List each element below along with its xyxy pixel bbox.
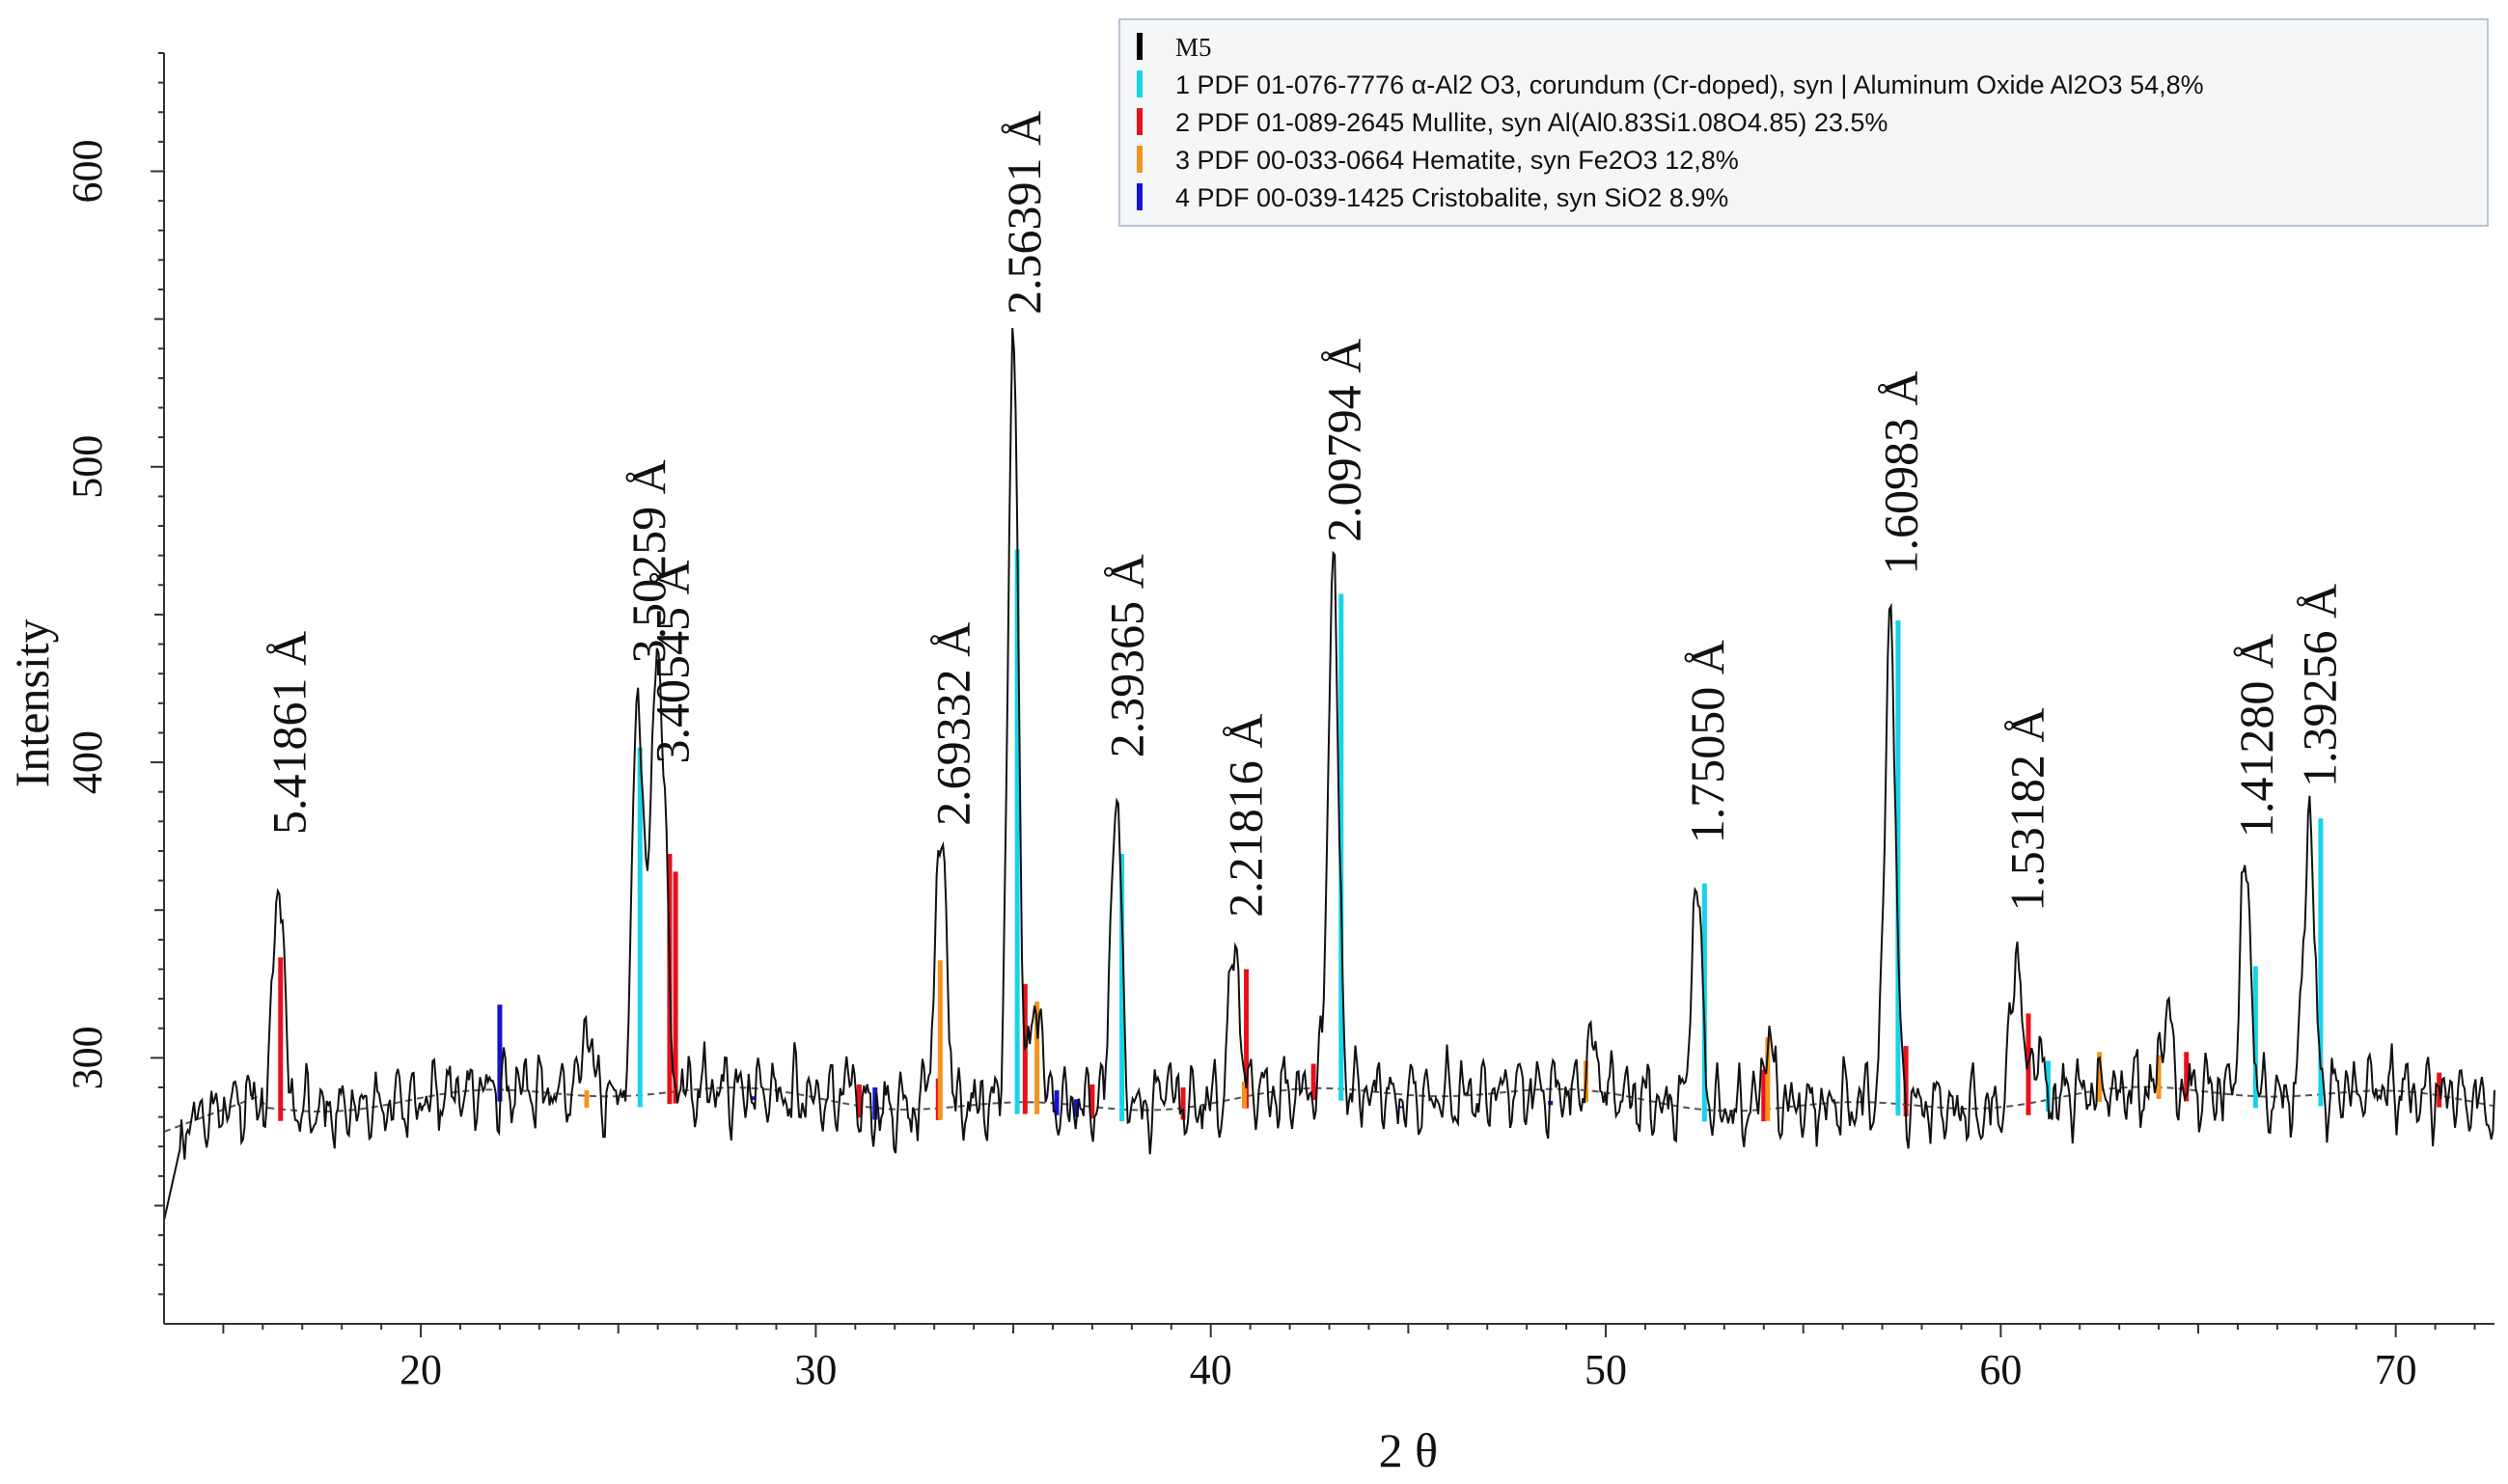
legend-entries: M5 1 PDF 01-076-7776 α-Al2 O3, corundum (… <box>1137 33 2204 212</box>
x-tick-label: 70 <box>2375 1346 2417 1393</box>
peak-label: 2.69332 Å <box>925 622 979 826</box>
peak-label: 2.21816 Å <box>1218 714 1272 918</box>
y-tick-label: 600 <box>64 140 111 204</box>
legend-swatch <box>1137 146 1143 173</box>
reference-lines <box>278 549 2442 1122</box>
x-axis-ticks: 20 30 40 50 60 70 <box>222 1324 2476 1393</box>
peak-label: 1.60983 Å <box>1874 371 1928 574</box>
peak-label: 5.41861 Å <box>262 631 317 835</box>
axes: 20 30 40 50 60 70 300 400 500 600 <box>64 52 2494 1393</box>
peak-label: 2.09794 Å <box>1317 339 1371 542</box>
peak-labels: 5.41861 Å 3.50259 Å3.40545 Å 2.69332 Å 2.56… <box>262 111 2347 918</box>
x-tick-label: 40 <box>1190 1346 1232 1393</box>
y-tick-label: 400 <box>64 730 111 794</box>
peak-label: 3.50259 Å <box>621 459 675 663</box>
x-tick-label: 60 <box>1979 1346 2022 1393</box>
legend-swatch <box>1137 33 1143 60</box>
x-tick-label: 50 <box>1585 1346 1627 1393</box>
legend-label: 3 PDF 00-033-0664 Hematite, syn Fe2O3 12… <box>1175 146 1739 175</box>
x-tick-label: 20 <box>400 1346 442 1393</box>
legend-label: M5 <box>1175 33 1212 62</box>
pattern-line <box>163 327 2495 1222</box>
peak-label: 1.39256 Å <box>2293 584 2347 787</box>
legend-swatch <box>1137 70 1143 97</box>
legend-label: 2 PDF 01-089-2645 Mullite, syn Al(Al0.83… <box>1175 108 1888 137</box>
y-axis-title: Intensity <box>5 618 59 787</box>
y-axis-ticks: 300 400 500 600 <box>64 52 164 1296</box>
baseline-curve <box>163 1086 2495 1133</box>
peak-label: 2.39365 Å <box>1099 554 1153 757</box>
y-tick-label: 300 <box>64 1026 111 1089</box>
peak-label: 1.41280 Å <box>2229 634 2283 838</box>
legend-label: 4 PDF 00-039-1425 Cristobalite, syn SiO2… <box>1175 183 1728 212</box>
peak-label: 1.75050 Å <box>1680 640 1734 843</box>
pattern-trace <box>163 327 2495 1222</box>
legend: M5 1 PDF 01-076-7776 α-Al2 O3, corundum (… <box>1118 18 2489 227</box>
background-baseline <box>163 1086 2495 1133</box>
legend-box <box>1118 18 2489 227</box>
plot-area: 5.41861 Å 3.50259 Å3.40545 Å 2.69332 Å 2.56… <box>163 111 2495 1222</box>
peak-label: 2.56391 Å <box>997 111 1051 315</box>
legend-swatch <box>1137 108 1143 135</box>
y-tick-label: 500 <box>64 435 111 499</box>
legend-swatch <box>1137 183 1143 210</box>
peak-label: 3.40545 Å <box>646 560 700 763</box>
peak-label: 1.53182 Å <box>2000 708 2054 912</box>
legend-label: 1 PDF 01-076-7776 α-Al2 O3, corundum (Cr… <box>1175 70 2204 99</box>
x-tick-label: 30 <box>794 1346 837 1393</box>
x-axis-title: 2 θ <box>1379 1423 1438 1477</box>
